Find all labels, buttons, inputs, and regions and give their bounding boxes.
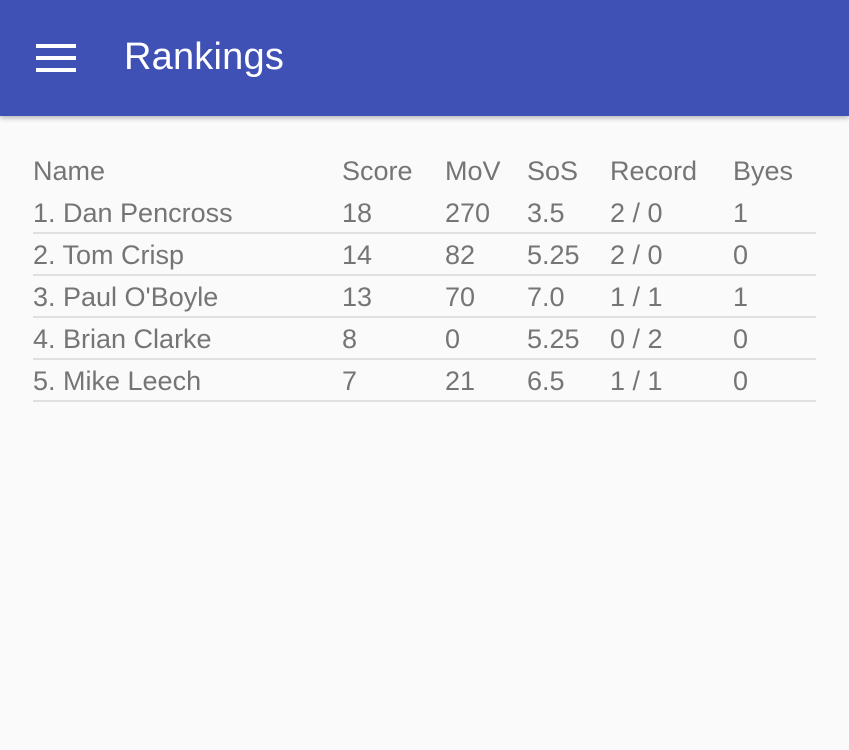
app-bar: Rankings bbox=[0, 0, 849, 116]
player-byes: 0 bbox=[733, 366, 749, 396]
player-byes: 1 bbox=[733, 198, 749, 228]
player-record: 0 / 2 bbox=[610, 324, 663, 354]
player-name: 1. Dan Pencross bbox=[33, 198, 233, 228]
player-name: 5. Mike Leech bbox=[33, 366, 202, 396]
header-sos: SoS bbox=[527, 156, 579, 186]
player-byes: 1 bbox=[733, 282, 749, 312]
header-byes: Byes bbox=[733, 156, 794, 186]
player-sos: 7.0 bbox=[527, 282, 565, 312]
player-sos: 3.5 bbox=[527, 198, 565, 228]
table-row[interactable]: 5. Mike Leech 7 21 6.5 1 / 1 0 bbox=[33, 360, 816, 402]
player-record: 1 / 1 bbox=[610, 366, 663, 396]
player-mov: 270 bbox=[445, 198, 491, 228]
header-mov: MoV bbox=[445, 156, 501, 186]
player-mov: 70 bbox=[445, 282, 476, 312]
player-record: 1 / 1 bbox=[610, 282, 663, 312]
player-score: 13 bbox=[342, 282, 373, 312]
player-score: 18 bbox=[342, 198, 373, 228]
player-name: 3. Paul O'Boyle bbox=[33, 282, 219, 312]
page-title: Rankings bbox=[124, 36, 285, 78]
player-score: 8 bbox=[342, 324, 358, 354]
player-mov: 21 bbox=[445, 366, 476, 396]
header-record: Record bbox=[610, 156, 698, 186]
player-sos: 5.25 bbox=[527, 240, 580, 270]
player-byes: 0 bbox=[733, 240, 749, 270]
rankings-table: Name Score MoV SoS Record Byes 1. Dan Pe… bbox=[33, 150, 816, 402]
player-record: 2 / 0 bbox=[610, 240, 663, 270]
header-name: Name bbox=[33, 156, 106, 186]
table-row[interactable]: 2. Tom Crisp 14 82 5.25 2 / 0 0 bbox=[33, 234, 816, 276]
header-score: Score bbox=[342, 156, 413, 186]
menu-button[interactable] bbox=[26, 28, 86, 88]
player-sos: 6.5 bbox=[527, 366, 565, 396]
player-mov: 0 bbox=[445, 324, 461, 354]
player-byes: 0 bbox=[733, 324, 749, 354]
table-row[interactable]: 3. Paul O'Boyle 13 70 7.0 1 / 1 1 bbox=[33, 276, 816, 318]
player-score: 14 bbox=[342, 240, 373, 270]
player-sos: 5.25 bbox=[527, 324, 580, 354]
player-mov: 82 bbox=[445, 240, 476, 270]
menu-icon bbox=[36, 44, 76, 72]
player-record: 2 / 0 bbox=[610, 198, 663, 228]
player-name: 4. Brian Clarke bbox=[33, 324, 212, 354]
table-header-row: Name Score MoV SoS Record Byes bbox=[33, 150, 816, 192]
table-row[interactable]: 1. Dan Pencross 18 270 3.5 2 / 0 1 bbox=[33, 192, 816, 234]
table-row[interactable]: 4. Brian Clarke 8 0 5.25 0 / 2 0 bbox=[33, 318, 816, 360]
player-name: 2. Tom Crisp bbox=[33, 240, 185, 270]
player-score: 7 bbox=[342, 366, 358, 396]
